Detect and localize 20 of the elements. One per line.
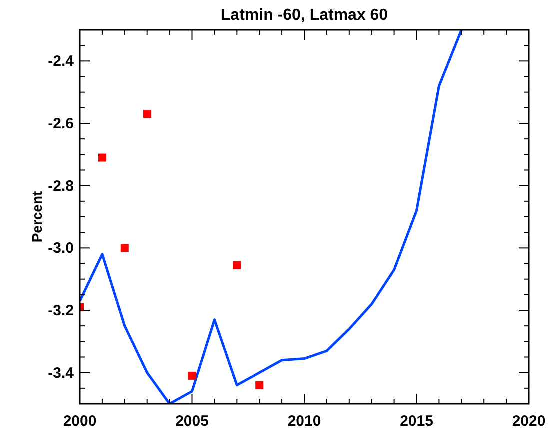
y-tick-label: -3.2 xyxy=(48,302,74,320)
x-tick-label: 2010 xyxy=(288,413,322,430)
point xyxy=(120,244,129,252)
point xyxy=(233,261,242,270)
x-tick-label: 2000 xyxy=(63,413,97,430)
line-series xyxy=(80,30,463,404)
point xyxy=(188,372,196,380)
x-tick-label: 2020 xyxy=(512,413,546,430)
x-tick-label: 2005 xyxy=(176,413,209,430)
y-tick-label: -3.0 xyxy=(48,240,74,258)
x-tick-label: 2015 xyxy=(400,413,434,430)
y-axis-title: Percent xyxy=(29,190,45,243)
point xyxy=(143,110,152,118)
y-tick-label: -2.8 xyxy=(48,178,74,195)
point xyxy=(256,381,264,390)
y-tick-label: -3.4 xyxy=(48,364,75,382)
point xyxy=(98,154,106,162)
y-tick-label: -2.6 xyxy=(48,116,74,132)
chart-title: Latmin -60, Latmax 60 xyxy=(220,7,388,24)
y-tick-label: -2.4 xyxy=(48,53,75,70)
